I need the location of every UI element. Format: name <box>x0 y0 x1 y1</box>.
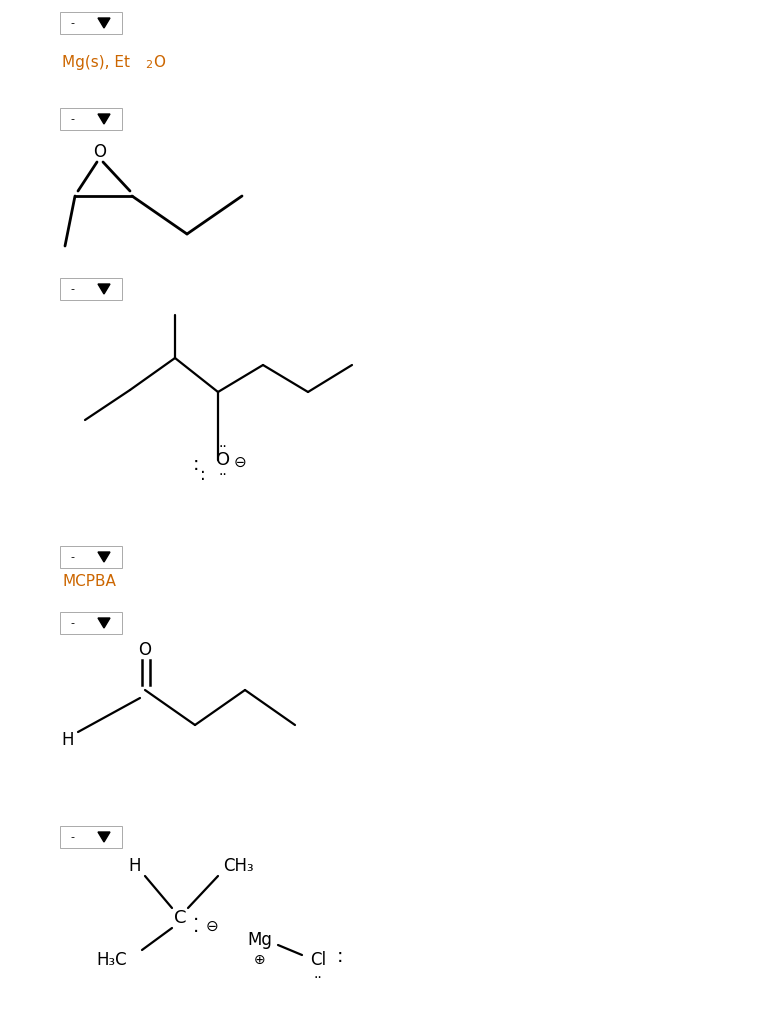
Text: H: H <box>129 857 141 875</box>
Text: O: O <box>139 641 152 659</box>
Text: -: - <box>70 618 74 628</box>
FancyBboxPatch shape <box>60 612 122 634</box>
Text: Mg(s), Et: Mg(s), Et <box>62 55 130 70</box>
Text: -: - <box>70 284 74 294</box>
FancyBboxPatch shape <box>60 108 122 130</box>
Text: -: - <box>70 114 74 124</box>
FancyBboxPatch shape <box>60 546 122 568</box>
Text: Cl: Cl <box>310 951 326 969</box>
Text: ⊕: ⊕ <box>254 952 266 967</box>
FancyBboxPatch shape <box>60 278 122 300</box>
Text: .: . <box>193 916 199 935</box>
Text: ⊖: ⊖ <box>206 918 219 933</box>
Text: ⋅⋅: ⋅⋅ <box>219 440 227 454</box>
Text: :: : <box>200 466 206 484</box>
Text: CH₃: CH₃ <box>222 857 253 875</box>
Polygon shape <box>98 284 110 294</box>
Text: -: - <box>70 552 74 562</box>
FancyBboxPatch shape <box>60 826 122 848</box>
Text: 2: 2 <box>145 60 152 70</box>
Text: ⋅⋅: ⋅⋅ <box>219 468 227 482</box>
Text: -: - <box>70 18 74 28</box>
Polygon shape <box>98 618 110 628</box>
Text: .: . <box>193 905 199 924</box>
Polygon shape <box>98 552 110 562</box>
Text: -: - <box>70 832 74 842</box>
FancyBboxPatch shape <box>60 12 122 34</box>
Text: O: O <box>216 451 230 469</box>
Text: MCPBA: MCPBA <box>62 574 116 589</box>
Text: H₃C: H₃C <box>97 951 127 969</box>
Text: Mg: Mg <box>248 931 272 949</box>
Text: ⊖: ⊖ <box>234 454 246 469</box>
Text: O: O <box>153 55 165 70</box>
Text: ⋅⋅: ⋅⋅ <box>314 971 322 985</box>
Text: :: : <box>193 455 199 474</box>
Polygon shape <box>98 114 110 124</box>
Text: :: : <box>337 947 344 967</box>
Text: C: C <box>174 909 186 927</box>
Polygon shape <box>98 832 110 842</box>
Text: O: O <box>94 143 107 161</box>
Polygon shape <box>98 18 110 28</box>
Text: H: H <box>62 731 74 749</box>
